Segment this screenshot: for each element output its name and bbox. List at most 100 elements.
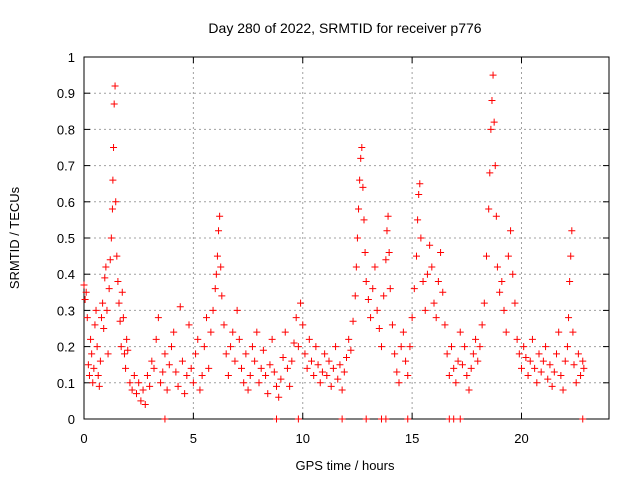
data-point (290, 339, 298, 347)
data-point (303, 364, 311, 372)
data-point (338, 415, 346, 423)
data-point (110, 144, 118, 151)
data-point (336, 361, 344, 369)
data-point (146, 382, 154, 390)
data-point (488, 96, 496, 104)
data-point (270, 368, 278, 376)
y-tick-label: 0.1 (57, 376, 75, 391)
data-point (231, 357, 239, 365)
data-point (566, 277, 574, 285)
data-point (165, 361, 173, 369)
data-point (507, 227, 515, 235)
data-point (496, 288, 504, 296)
data-point (385, 248, 393, 256)
data-point (301, 350, 309, 358)
data-point (498, 277, 506, 285)
data-point (369, 285, 377, 293)
data-point (579, 415, 587, 423)
data-point (152, 335, 160, 343)
data-point (441, 321, 449, 329)
data-point (487, 125, 495, 133)
data-point (504, 252, 512, 260)
data-point (490, 118, 498, 126)
data-point (192, 350, 200, 358)
y-tick-label: 0.4 (57, 267, 75, 282)
y-tick-label: 0.7 (57, 159, 75, 174)
data-point (107, 234, 115, 242)
data-point (82, 288, 90, 296)
data-point (323, 372, 331, 380)
data-point (113, 252, 121, 260)
data-point (539, 357, 547, 365)
data-point (253, 328, 261, 336)
data-point (194, 335, 202, 343)
data-point (327, 382, 335, 390)
data-point (183, 372, 191, 380)
data-point (318, 368, 326, 376)
data-point (308, 357, 315, 365)
data-point (553, 350, 560, 358)
data-point (371, 263, 379, 271)
data-point (343, 353, 350, 361)
data-point (474, 357, 482, 365)
data-point (233, 306, 241, 314)
y-tick-label: 0.9 (57, 86, 75, 101)
data-point (196, 386, 204, 394)
data-point (406, 343, 414, 351)
data-point (273, 382, 280, 390)
data-point (423, 270, 431, 278)
data-point (81, 296, 89, 304)
data-point (154, 314, 162, 322)
data-point (106, 256, 114, 264)
data-point (414, 216, 422, 224)
data-point (211, 285, 219, 293)
y-tick-label: 0 (68, 412, 75, 427)
data-point (367, 314, 375, 322)
x-tick-label: 5 (190, 431, 197, 446)
data-point (255, 379, 263, 387)
chart-title: Day 280 of 2022, SRMTID for receiver p77… (208, 20, 481, 36)
data-point (102, 263, 110, 271)
data-point (275, 393, 283, 401)
data-point (115, 299, 123, 307)
data-point (279, 353, 287, 361)
data-point (352, 263, 360, 271)
data-point (262, 372, 270, 380)
data-point (104, 350, 112, 358)
data-point (448, 343, 455, 351)
data-point (359, 183, 367, 191)
data-point (110, 100, 118, 108)
data-point (380, 292, 388, 300)
data-point (314, 361, 322, 369)
data-point (574, 350, 582, 358)
data-point (472, 335, 480, 343)
data-point (557, 372, 565, 380)
data-point (360, 216, 368, 224)
data-point (238, 364, 245, 372)
data-point (122, 364, 130, 372)
data-point (535, 350, 543, 358)
data-point (178, 357, 186, 365)
data-point (117, 343, 125, 351)
data-point (349, 317, 357, 325)
data-point (220, 321, 228, 329)
data-point (93, 343, 101, 351)
data-point (362, 277, 370, 285)
data-points (80, 71, 588, 423)
data-point (108, 205, 116, 213)
data-point (358, 144, 366, 151)
data-point (297, 299, 305, 307)
data-point (579, 357, 587, 365)
data-point (181, 390, 189, 398)
data-point (259, 346, 267, 354)
data-point (305, 335, 313, 343)
data-point (572, 379, 580, 387)
data-point (347, 346, 355, 354)
data-point (469, 350, 477, 358)
data-point (168, 343, 175, 351)
data-point (395, 379, 403, 387)
data-point (215, 227, 223, 235)
data-point (92, 306, 100, 314)
data-point (559, 386, 567, 394)
